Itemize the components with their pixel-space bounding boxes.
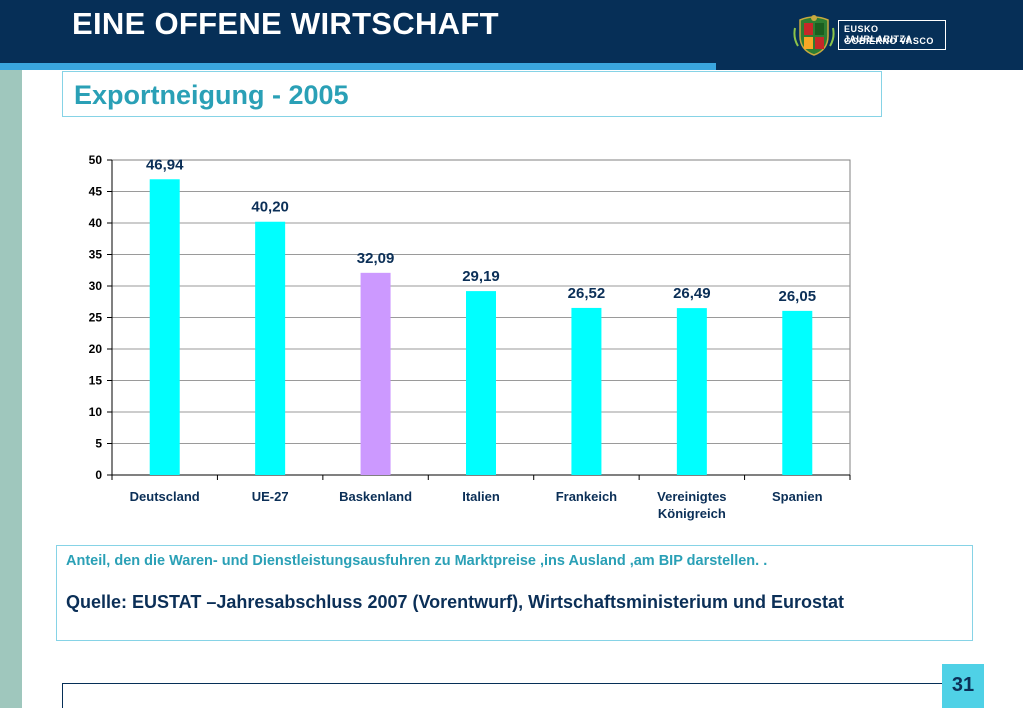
accent-band (0, 63, 716, 70)
data-label: 26,52 (568, 285, 606, 302)
source-citation: Quelle: EUSTAT –Jahresabschluss 2007 (Vo… (66, 592, 845, 612)
y-tick-label: 30 (89, 279, 103, 293)
page-number: 31 (951, 674, 975, 696)
y-tick-label: 0 (95, 468, 102, 482)
bar (571, 307, 602, 475)
x-tick-label: Frankeich (556, 489, 617, 504)
y-tick-label: 50 (89, 153, 103, 167)
bar (360, 272, 391, 475)
y-tick-label: 5 (95, 437, 102, 451)
chart-note: Anteil, den die Waren- und Dienstleistun… (66, 553, 768, 569)
bar (149, 179, 180, 475)
data-label: 26,49 (673, 285, 711, 302)
data-label: 32,09 (357, 250, 395, 267)
y-tick-label: 15 (89, 374, 103, 388)
bar (676, 308, 707, 475)
left-stripe (0, 70, 22, 708)
chart-subtitle: Exportneigung - 2005 (74, 80, 349, 110)
logo-text-box: EUSKO JAURLARITZA GOBIERNO VASCO (838, 20, 946, 50)
data-label: 46,94 (146, 156, 184, 173)
x-tick-label: UE-27 (252, 489, 289, 504)
bar-chart: 0 5 10 15 20 25 30 35 40 45 50 46,94 Deutscland 40,20… (89, 153, 851, 521)
data-label: 40,20 (251, 199, 289, 216)
x-tick-label: Baskenland (339, 489, 412, 504)
subtitle-box: Exportneigung - 2005 (62, 71, 882, 117)
coat-of-arms-icon (793, 15, 835, 56)
header-bar: EINE OFFENE WIRTSCHAFT EUSKO JAURLARITZA… (0, 0, 1023, 63)
bar (255, 221, 286, 475)
x-tick-label: Vereinigtes Königreich (657, 489, 726, 521)
y-tick-label: 35 (89, 248, 103, 262)
note-box: Anteil, den die Waren- und Dienstleistun… (56, 545, 973, 641)
y-tick-label: 20 (89, 342, 103, 356)
accent-band-dark (716, 63, 1023, 70)
gobierno-vasco-logo: EUSKO JAURLARITZA GOBIERNO VASCO (792, 14, 952, 56)
bar (782, 310, 813, 475)
footer-divider-left (62, 683, 63, 708)
slide-title: EINE OFFENE WIRTSCHAFT (72, 6, 499, 41)
logo-line-1: EUSKO JAURLARITZA (844, 24, 913, 44)
y-tick-label: 10 (89, 405, 103, 419)
data-label: 26,05 (779, 288, 817, 305)
page-number-box: 31 (942, 664, 984, 708)
y-tick-label: 25 (89, 311, 103, 325)
x-tick-label: Deutscland (130, 489, 200, 504)
bar (466, 291, 496, 475)
footer-divider (62, 683, 942, 684)
y-tick-label: 40 (89, 216, 103, 230)
x-tick-label: Spanien (772, 489, 823, 504)
y-tick-label: 45 (89, 185, 103, 199)
x-tick-label: Italien (462, 489, 500, 504)
data-label: 29,19 (462, 268, 500, 285)
logo-line-2: GOBIERNO VASCO (844, 36, 934, 46)
